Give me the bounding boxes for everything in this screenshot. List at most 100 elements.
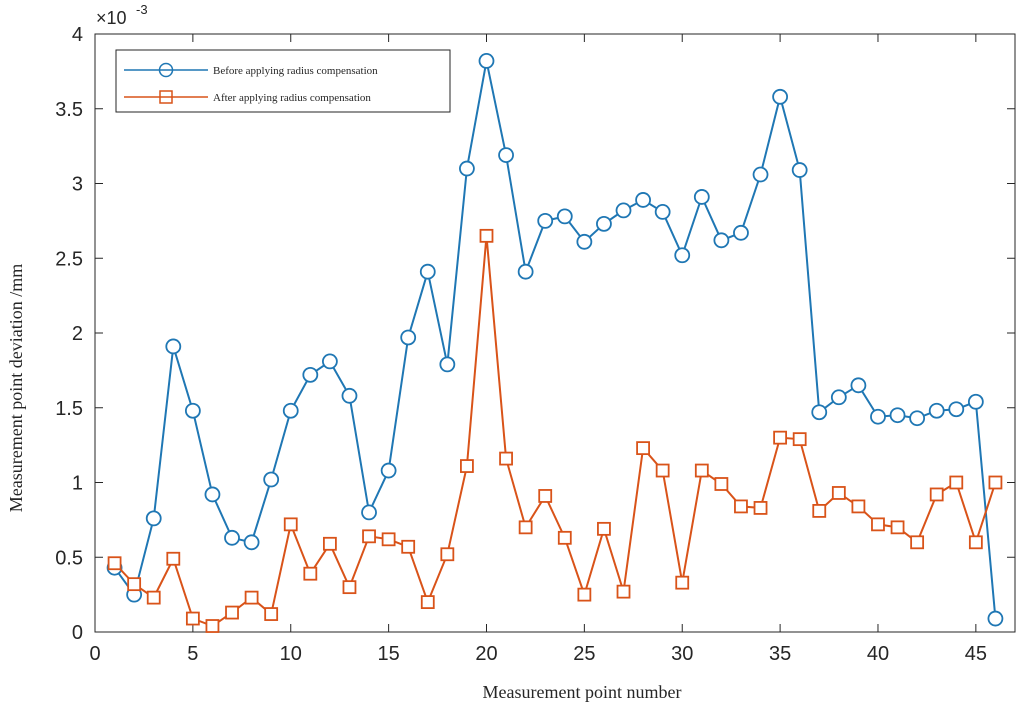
y-tick-label: 2.5	[55, 248, 83, 270]
data-point	[949, 475, 964, 490]
y-tick-label: 0.5	[55, 547, 83, 569]
data-point	[791, 162, 808, 178]
y-tick-label: 1	[72, 473, 83, 495]
data-point	[264, 607, 279, 621]
data-point	[303, 566, 318, 581]
data-point	[714, 477, 729, 491]
data-point	[616, 584, 631, 599]
x-tick-label: 25	[573, 643, 595, 665]
data-point	[831, 486, 846, 500]
x-tick-label: 40	[867, 643, 889, 665]
data-point	[654, 204, 671, 220]
data-point	[127, 577, 142, 592]
data-point	[752, 166, 769, 183]
data-point	[184, 402, 201, 419]
data-point	[478, 53, 495, 69]
data-point	[380, 462, 397, 479]
y-tick-label: 0	[72, 622, 83, 644]
data-point	[401, 539, 416, 554]
x-tick-label: 0	[89, 643, 100, 665]
legend-label-after: After applying radius compensation	[213, 92, 371, 104]
data-point	[988, 475, 1003, 490]
data-point	[538, 489, 553, 503]
series-after	[107, 228, 1003, 633]
data-point	[479, 228, 494, 243]
y-tick-label: 3	[72, 174, 83, 196]
data-point	[224, 529, 240, 546]
data-point	[792, 432, 807, 447]
data-point	[341, 387, 358, 404]
data-point	[205, 619, 220, 633]
data-point	[655, 463, 670, 478]
data-point	[889, 407, 906, 424]
data-point	[556, 208, 573, 225]
y-tick-label: 2	[72, 323, 83, 345]
data-point	[987, 610, 1004, 627]
data-point	[597, 521, 611, 536]
data-point	[693, 189, 710, 205]
plot-area	[94, 33, 1016, 633]
data-point	[694, 463, 709, 478]
data-point	[811, 404, 828, 421]
data-point	[419, 263, 436, 280]
y-tick-label: 4	[72, 24, 83, 46]
data-point	[537, 212, 554, 229]
series-line	[113, 235, 997, 628]
data-point	[440, 547, 455, 562]
x-tick-label: 30	[671, 643, 693, 665]
y-axis-title: Measurement point deviation /mm	[6, 264, 26, 512]
legend-marker-before	[158, 62, 174, 78]
x-tick-label: 35	[769, 643, 791, 665]
series-line	[113, 60, 997, 619]
y-tick-label: 1.5	[55, 398, 83, 420]
data-point	[107, 556, 122, 571]
data-point	[870, 408, 886, 425]
data-point	[773, 430, 788, 445]
data-point	[713, 232, 730, 249]
data-point	[499, 451, 513, 466]
x-axis-title: Measurement point number	[483, 682, 682, 702]
data-point	[321, 353, 338, 370]
data-point	[342, 580, 357, 595]
data-point	[225, 605, 239, 620]
data-point	[929, 487, 944, 502]
data-point	[910, 535, 925, 550]
data-point	[850, 377, 867, 394]
data-point	[145, 510, 162, 527]
x-axis-ticks: 0 5 10 15 20 25 30 35 40 45	[89, 34, 987, 665]
data-point	[204, 486, 221, 503]
x-tick-label: 5	[187, 643, 198, 665]
legend-marker-after	[159, 90, 173, 104]
data-point	[166, 551, 181, 566]
data-point	[733, 224, 749, 241]
x-tick-label: 10	[280, 643, 302, 665]
data-point	[968, 535, 983, 550]
data-point	[518, 520, 533, 535]
data-point	[871, 517, 885, 532]
data-point	[734, 499, 748, 514]
data-point	[322, 536, 337, 551]
data-point	[636, 441, 650, 456]
data-point	[400, 329, 417, 346]
data-point	[244, 590, 259, 605]
data-point	[302, 366, 319, 383]
data-point	[635, 192, 651, 208]
data-point	[381, 532, 396, 547]
data-point	[576, 233, 593, 250]
data-point	[577, 587, 592, 602]
data-point	[498, 147, 514, 163]
data-point	[362, 529, 376, 544]
data-point	[361, 504, 377, 521]
data-point	[146, 590, 161, 605]
x-tick-label: 20	[475, 643, 497, 665]
series-before	[106, 53, 1004, 627]
data-point	[439, 356, 456, 373]
data-point	[263, 471, 280, 488]
data-point	[812, 504, 827, 518]
data-point	[165, 338, 182, 355]
legend: Before applying radius compensation Afte…	[115, 49, 451, 113]
data-point	[753, 501, 768, 515]
x-tick-label: 15	[377, 643, 399, 665]
legend-label-before: Before applying radius compensation	[213, 65, 378, 77]
